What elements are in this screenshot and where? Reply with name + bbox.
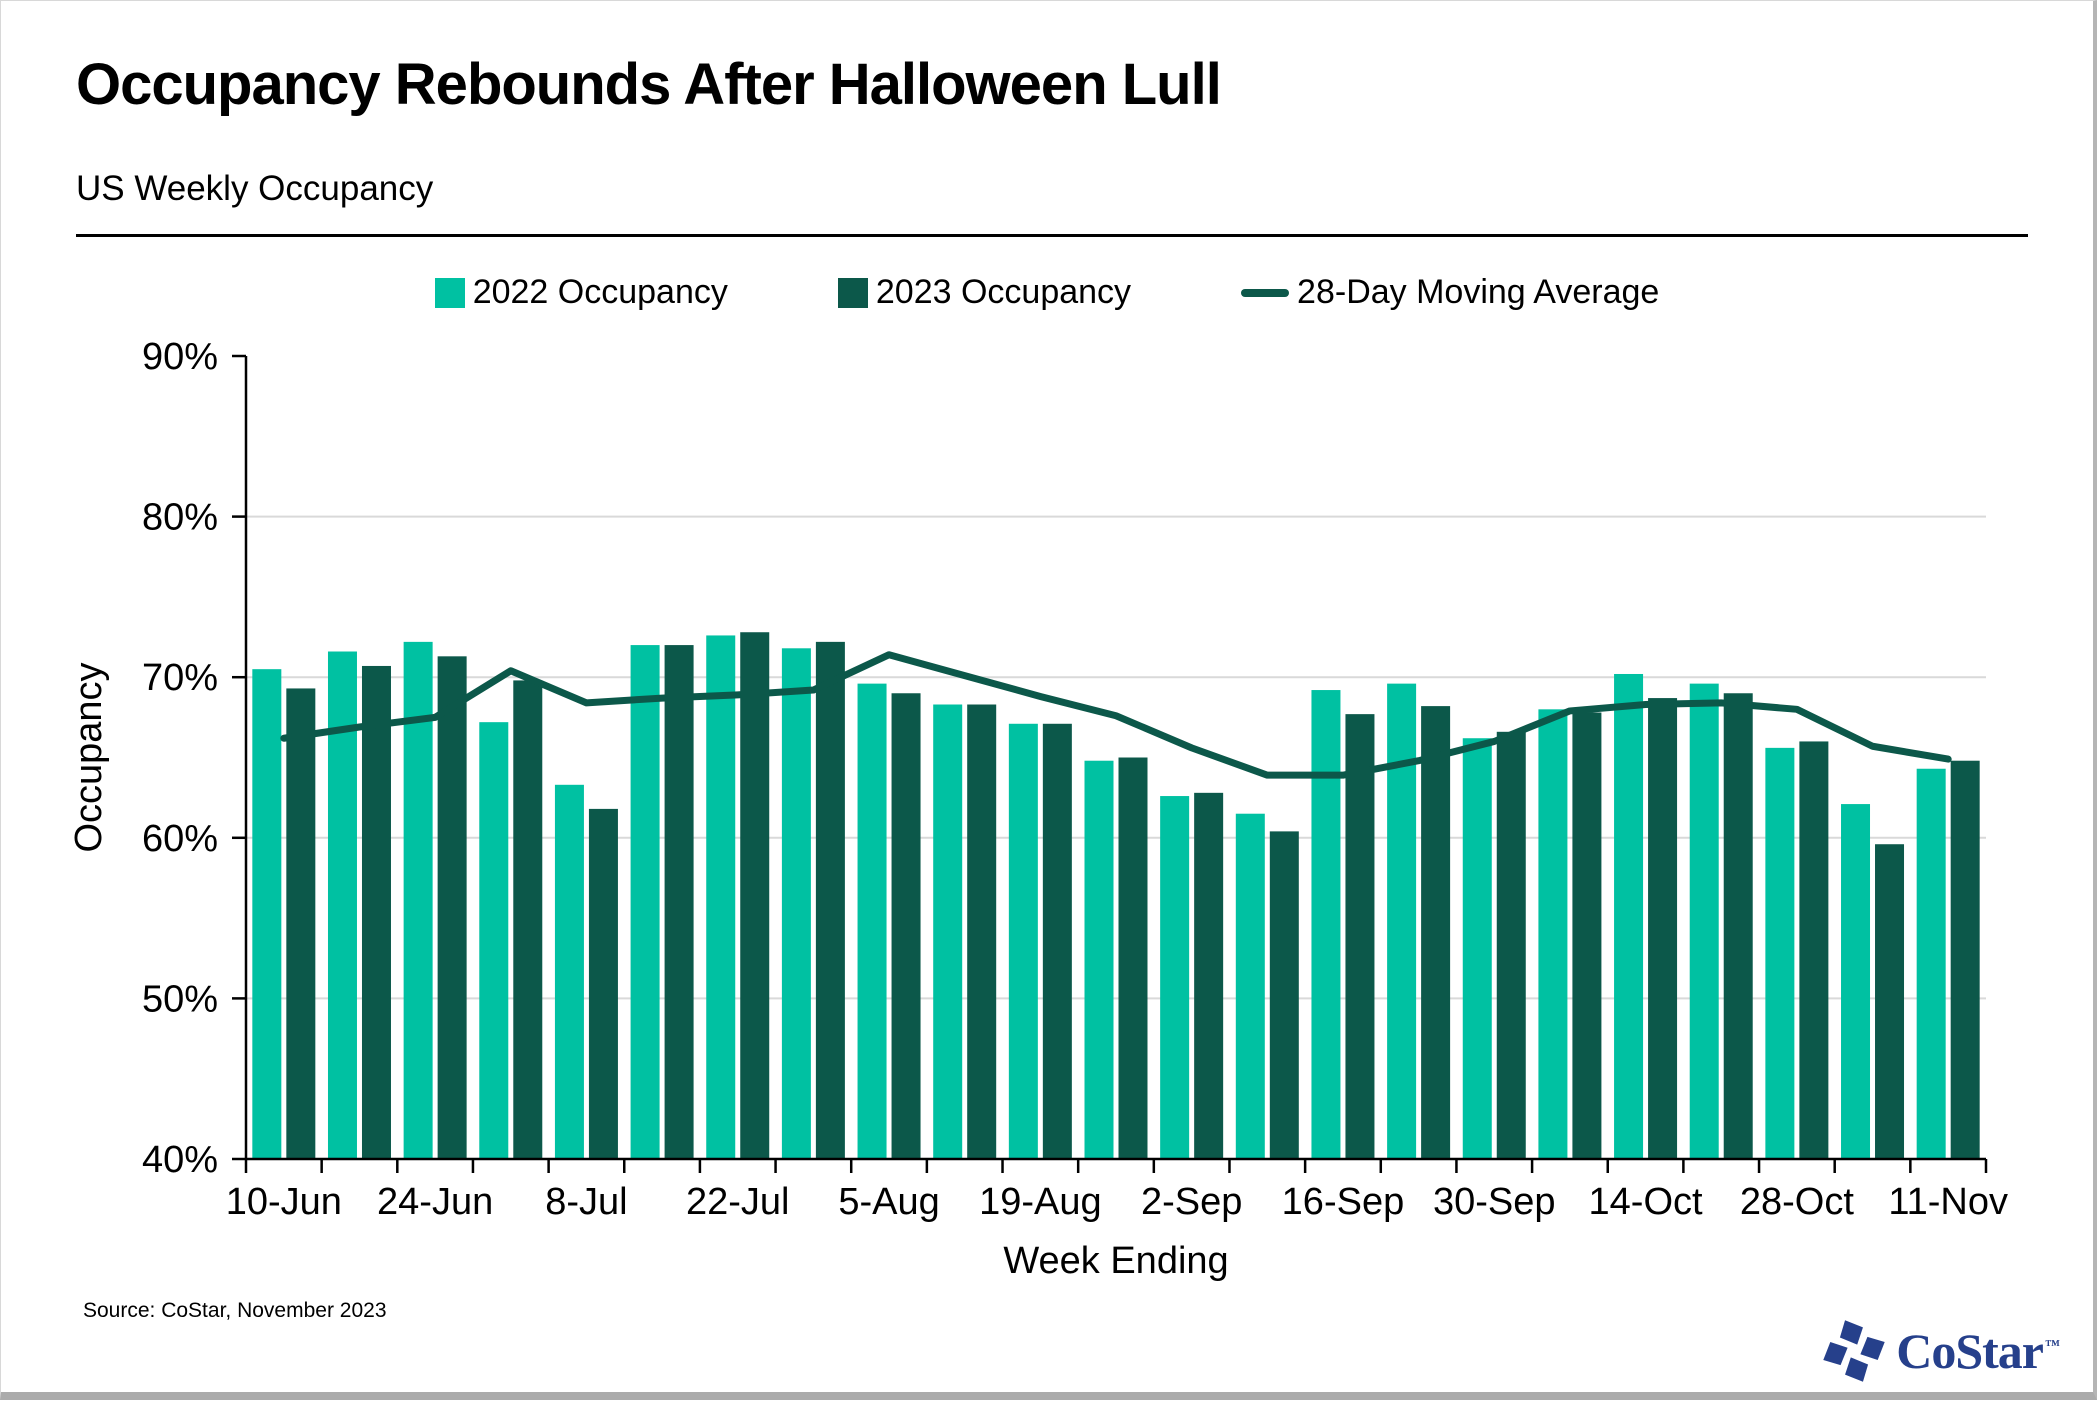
- bar-2023-10-Jun: [286, 688, 316, 1159]
- legend-item-moving-average: 28-Day Moving Average: [1241, 273, 1659, 312]
- bar-2022-7-Oct: [1538, 709, 1568, 1159]
- costar-logo: CoStar ™: [1822, 1319, 2060, 1383]
- svg-text:19-Aug: 19-Aug: [979, 1181, 1102, 1223]
- bar-2023-5-Aug: [891, 693, 921, 1159]
- svg-text:Occupancy: Occupancy: [68, 662, 110, 852]
- bar-2023-15-Jul: [664, 645, 694, 1159]
- svg-text:50%: 50%: [142, 978, 218, 1020]
- bar-2023-11-Nov: [1950, 760, 1980, 1159]
- bar-2022-11-Nov: [1916, 768, 1946, 1159]
- bar-2023-17-Jun: [361, 665, 391, 1159]
- bar-2022-9-Sep: [1235, 813, 1265, 1159]
- bar-2023-30-Sep: [1496, 731, 1526, 1159]
- bar-2023-29-Jul: [815, 641, 845, 1159]
- bar-2022-15-Jul: [630, 645, 660, 1159]
- svg-text:28-Oct: 28-Oct: [1740, 1181, 1854, 1223]
- legend-label-2022: 2022 Occupancy: [472, 273, 728, 311]
- svg-text:10-Jun: 10-Jun: [226, 1181, 342, 1223]
- legend-item-2023: 2023 Occupancy: [837, 273, 1132, 312]
- bar-2022-12-Aug: [933, 704, 963, 1159]
- svg-text:90%: 90%: [142, 336, 218, 378]
- bar-2022-8-Jul: [554, 784, 584, 1159]
- bar-2022-4-Nov: [1841, 804, 1871, 1159]
- svg-text:14-Oct: 14-Oct: [1589, 1181, 1703, 1223]
- svg-text:8-Jul: 8-Jul: [545, 1181, 627, 1223]
- svg-text:16-Sep: 16-Sep: [1282, 1181, 1405, 1223]
- bar-2023-22-Jul: [740, 632, 770, 1159]
- bar-2023-19-Aug: [1042, 723, 1072, 1159]
- bar-2023-7-Oct: [1572, 712, 1602, 1159]
- bar-2022-28-Oct: [1765, 747, 1795, 1159]
- legend-swatch-2023: [837, 277, 868, 308]
- bar-2022-10-Jun: [252, 669, 282, 1159]
- svg-text:60%: 60%: [142, 818, 218, 860]
- bar-2023-21-Oct: [1723, 693, 1753, 1159]
- legend-swatch-2022: [434, 277, 465, 308]
- bar-2022-30-Sep: [1462, 738, 1492, 1159]
- bar-2023-14-Oct: [1648, 698, 1678, 1159]
- legend-label-2023: 2023 Occupancy: [875, 273, 1132, 311]
- svg-text:2-Sep: 2-Sep: [1141, 1181, 1242, 1223]
- bar-2022-29-Jul: [781, 648, 811, 1159]
- moving-average-line: [280, 651, 1952, 779]
- bar-2022-22-Jul: [706, 635, 736, 1159]
- bar-2023-1-Jul: [513, 680, 543, 1159]
- bar-2023-12-Aug: [967, 704, 997, 1159]
- bar-2022-17-Jun: [327, 651, 357, 1159]
- trademark-symbol: ™: [2045, 1338, 2060, 1355]
- bar-2022-24-Jun: [403, 641, 433, 1159]
- svg-text:30-Sep: 30-Sep: [1433, 1181, 1556, 1223]
- costar-pinwheel-icon: [1823, 1320, 1885, 1382]
- bar-2022-16-Sep: [1311, 690, 1341, 1159]
- bar-2022-19-Aug: [1008, 723, 1038, 1159]
- svg-text:Week Ending: Week Ending: [1003, 1240, 1228, 1282]
- bar-2023-9-Sep: [1269, 831, 1299, 1159]
- bar-2023-4-Nov: [1875, 844, 1905, 1159]
- costar-logo-text: CoStar ™: [1896, 1323, 2060, 1379]
- svg-text:11-Nov: 11-Nov: [1888, 1181, 2008, 1223]
- legend-line-marker: [1241, 288, 1290, 297]
- svg-text:5-Aug: 5-Aug: [838, 1181, 939, 1223]
- bar-2022-5-Aug: [857, 683, 887, 1159]
- bar-2023-26-Aug: [1118, 757, 1148, 1159]
- bar-2022-21-Oct: [1689, 683, 1719, 1159]
- bar-2022-23-Sep: [1387, 683, 1417, 1159]
- svg-text:70%: 70%: [142, 657, 218, 699]
- legend-item-2022: 2022 Occupancy: [434, 273, 728, 312]
- bar-2022-2-Sep: [1160, 796, 1190, 1159]
- svg-text:80%: 80%: [142, 497, 218, 539]
- legend-label-moving-average: 28-Day Moving Average: [1297, 273, 1660, 311]
- page-title: Occupancy Rebounds After Halloween Lull: [76, 52, 1222, 117]
- bar-2022-1-Jul: [479, 722, 509, 1159]
- bar-2023-2-Sep: [1194, 792, 1224, 1159]
- chart-subtitle: US Weekly Occupancy: [76, 169, 434, 208]
- svg-text:24-Jun: 24-Jun: [377, 1181, 493, 1223]
- bar-2023-28-Oct: [1799, 741, 1829, 1159]
- bar-2023-24-Jun: [437, 656, 467, 1159]
- svg-text:40%: 40%: [142, 1139, 218, 1181]
- bar-2023-23-Sep: [1421, 706, 1451, 1159]
- title-divider: [76, 234, 2028, 237]
- bar-2022-26-Aug: [1084, 760, 1114, 1159]
- legend: 2022 Occupancy 2023 Occupancy 28-Day Mov…: [1, 273, 2093, 312]
- bar-2023-16-Sep: [1345, 714, 1375, 1159]
- bar-2022-14-Oct: [1614, 673, 1644, 1159]
- source-note: Source: CoStar, November 2023: [83, 1299, 387, 1322]
- bar-2023-8-Jul: [588, 808, 618, 1159]
- svg-text:22-Jul: 22-Jul: [686, 1181, 790, 1223]
